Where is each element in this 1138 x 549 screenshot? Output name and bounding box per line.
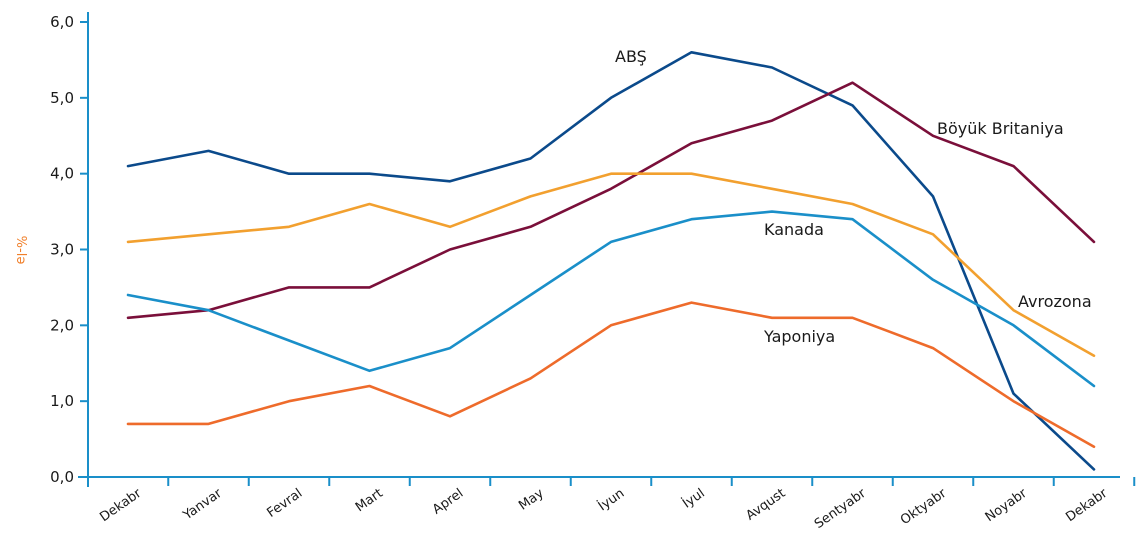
y-tick-label: 0,0 bbox=[50, 468, 74, 486]
x-tick-label: Aprel bbox=[430, 486, 466, 518]
series-line-1 bbox=[126, 81, 1096, 320]
y-tick-label: 2,0 bbox=[50, 316, 74, 334]
series-line-0 bbox=[126, 50, 1096, 471]
y-tick-label: 4,0 bbox=[50, 165, 74, 183]
series-lines bbox=[126, 50, 1096, 471]
y-axis-title: %-lə bbox=[13, 236, 28, 265]
x-tick-label: Fevral bbox=[264, 486, 305, 521]
series-label-0: ABŞ bbox=[615, 47, 647, 66]
axes: 0,0 1,0 2,0 3,0 4,0 5,0 6,0 Dekabr Yanvar Fevral M… bbox=[13, 12, 1136, 532]
x-tick-label: Dekabr bbox=[1063, 486, 1111, 526]
x-tick-label: Yanvar bbox=[180, 486, 225, 524]
series-label-2: Avrozona bbox=[1018, 292, 1092, 311]
x-tick-label: Dekabr bbox=[97, 486, 145, 526]
x-tick-label: Noyabr bbox=[983, 486, 1031, 526]
series-label-1: Böyük Britaniya bbox=[937, 119, 1064, 138]
x-tick-label: Mart bbox=[353, 486, 386, 515]
x-tick-label: İyul bbox=[679, 485, 707, 512]
series-line-3 bbox=[126, 210, 1096, 388]
y-tick-label: 1,0 bbox=[50, 392, 74, 410]
y-tick-label: 5,0 bbox=[50, 89, 74, 107]
series-label-3: Kanada bbox=[764, 220, 824, 239]
y-tick-label: 6,0 bbox=[50, 13, 74, 31]
x-tick-label: Avqust bbox=[743, 486, 788, 524]
x-tick-label: Sentyabr bbox=[812, 486, 869, 532]
x-tick-label: May bbox=[516, 486, 547, 514]
x-tick-label: Oktyabr bbox=[898, 486, 950, 529]
x-tick-label: İyun bbox=[595, 485, 627, 514]
series-labels: ABŞ Böyük Britaniya Avrozona Kanada Yaponiya bbox=[615, 47, 1092, 346]
series-line-2 bbox=[126, 172, 1096, 358]
y-tick-label: 3,0 bbox=[50, 241, 74, 259]
series-line-4 bbox=[126, 301, 1096, 449]
series-label-4: Yaponiya bbox=[763, 327, 835, 346]
